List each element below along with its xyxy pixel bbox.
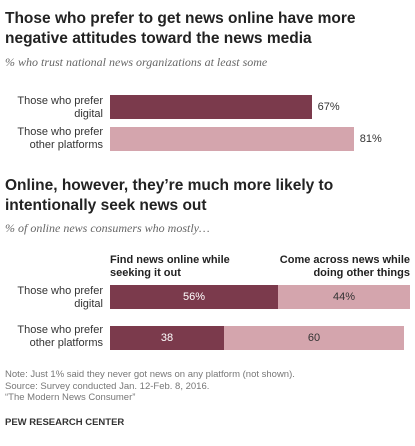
chart2-legend-across: Come across news while doing other thing… — [264, 254, 410, 280]
row-label-line2: digital — [74, 108, 103, 120]
report-title: “The Modern News Consumer” — [5, 392, 136, 403]
legend-line1: Come across news while — [279, 254, 410, 266]
row-label-line1: Those who prefer — [17, 126, 103, 138]
chart1-title-line1: Those who prefer to get news online have… — [5, 10, 356, 27]
legend-line2: doing other things — [313, 267, 410, 279]
chart2-label-digital-seek: 56% — [182, 291, 206, 303]
row-label-line2: digital — [74, 298, 103, 310]
chart2-legend-seek: Find news online while seeking it out — [110, 254, 230, 280]
chart2-label-digital-across: 44% — [332, 291, 356, 303]
chart2-bar-other-seek — [110, 326, 224, 350]
chart1-bar-other — [110, 127, 354, 151]
source-text: Source: Survey conducted Jan. 12-Feb. 8,… — [5, 380, 210, 392]
legend-line2: seeking it out — [110, 267, 181, 279]
legend-line1: Find news online while — [110, 254, 230, 266]
chart1-title: Those who prefer to get news online have… — [5, 9, 410, 49]
chart2-subtitle: % of online news consumers who mostly… — [5, 221, 210, 235]
chart2-bar-digital-seek — [110, 285, 278, 309]
brand-label: PEW RESEARCH CENTER — [5, 417, 125, 428]
chart2-label-other-across: 60 — [307, 332, 321, 344]
chart2-row-label-other: Those who prefer other platforms — [3, 324, 103, 350]
footnotes: Note: Just 1% said they never got news o… — [5, 369, 295, 404]
row-label-line2: other platforms — [29, 337, 103, 349]
chart1-bar-digital — [110, 95, 312, 119]
chart1-value-label-digital: 67% — [317, 101, 340, 113]
row-label-line1: Those who prefer — [17, 95, 103, 107]
chart2-bar-other-across — [224, 326, 404, 350]
chart1-row-label-digital: Those who prefer digital — [3, 95, 103, 121]
chart2-title-line2: intentionally seek news out — [5, 197, 207, 214]
chart1-value-label-other: 81% — [359, 133, 382, 145]
chart2-label-other-seek: 38 — [160, 332, 174, 344]
chart2-title-line1: Online, however, they’re much more likel… — [5, 177, 334, 194]
chart2-bar-digital-across — [278, 285, 410, 309]
chart1-title-line2: negative attitudes toward the news media — [5, 30, 312, 47]
row-label-line2: other platforms — [29, 139, 103, 151]
note-text: Note: Just 1% said they never got news o… — [5, 369, 295, 380]
chart2-row-label-digital: Those who prefer digital — [3, 285, 103, 311]
row-label-line1: Those who prefer — [17, 324, 103, 336]
chart2-title: Online, however, they’re much more likel… — [5, 176, 410, 216]
chart1-row-label-other: Those who prefer other platforms — [3, 126, 103, 152]
chart1-subtitle: % who trust national news organizations … — [5, 55, 268, 69]
row-label-line1: Those who prefer — [17, 285, 103, 297]
